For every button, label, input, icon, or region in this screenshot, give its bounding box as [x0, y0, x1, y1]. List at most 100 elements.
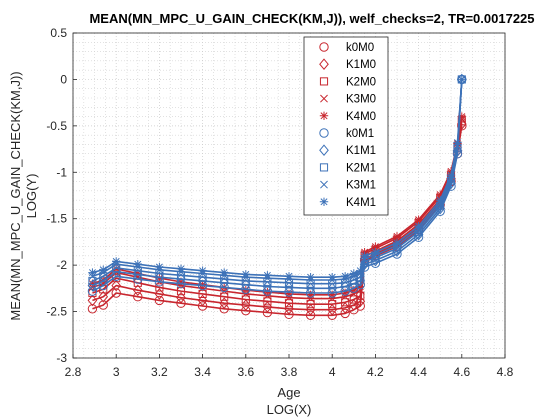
legend-item-K3M1: K3M1	[320, 180, 376, 192]
legend-label: K2M1	[346, 162, 376, 174]
legend-item-K3M0: K3M0	[320, 94, 376, 106]
data-point-K1M1	[305, 282, 316, 295]
data-point-k0M0	[340, 308, 350, 319]
legend-item-K4M0: K4M0	[319, 111, 376, 123]
data-point-k0M0	[305, 310, 316, 320]
data-point-k0M0	[219, 304, 229, 314]
data-point-K4M1	[99, 265, 108, 274]
data-point-K4M1	[453, 138, 462, 147]
y-axis-label-secondary: LOG(Y)	[24, 174, 39, 219]
data-point-k0M0	[327, 310, 337, 320]
x-tick-label: 3.8	[281, 365, 298, 379]
data-point-K1M1	[327, 282, 338, 295]
data-point-K4M0	[349, 286, 358, 295]
legend-box	[303, 36, 389, 216]
data-point-K4M1	[284, 272, 294, 281]
data-point-K4M1	[371, 247, 380, 257]
data-point-k0M1	[392, 249, 402, 259]
data-point-K4M1	[328, 273, 337, 282]
y-tick-label: 0.5	[50, 26, 67, 40]
data-point-k0M1	[370, 258, 381, 268]
data-point-K4M1	[220, 268, 229, 277]
legend-label: K1M0	[346, 59, 376, 71]
legend: k0M0 K1M0 K2M0 K3M0 K4M0 k0M1 K1M1 K2M1 K3M1 K4M1	[303, 36, 389, 216]
legend-item-K2M1: K2M1	[319, 162, 376, 174]
legend-marker-k0M0	[319, 42, 329, 52]
x-axis-ticks: 2.8 3 3.2 3.4 3.6 3.8 4 4.2 4.4 4.6 4.8	[65, 354, 514, 379]
data-point-K1M1	[87, 279, 98, 292]
chart-title: MEAN(MN_MPC_U_GAIN_CHECK(KM,J)), welf_ch…	[89, 11, 534, 26]
data-point-K4M1	[133, 260, 142, 269]
data-point-K4M1	[414, 221, 423, 231]
x-axis-label-secondary: LOG(X)	[267, 402, 312, 417]
y-axis-ticks: -3 -2.5 -2 -1.5 -1 -0.5 0 0.5	[46, 26, 77, 365]
plot-area	[72, 32, 506, 359]
data-point-K2M0	[356, 291, 365, 300]
data-point-K4M1	[457, 75, 466, 84]
legend-marker-K2M1	[319, 163, 329, 172]
data-point-k0M0	[154, 295, 165, 306]
y-tick-label: 0	[60, 72, 67, 86]
legend-marker-K3M0	[320, 94, 328, 103]
x-tick-label: 4	[329, 365, 336, 379]
data-point-K4M1	[112, 257, 121, 266]
legend-item-K4M1: K4M1	[319, 197, 376, 209]
data-point-K1M1	[262, 280, 273, 293]
data-point-K1M1	[240, 278, 251, 291]
data-point-K4M0	[414, 215, 423, 224]
data-point-K2M0	[306, 300, 315, 309]
data-point-K4M0	[436, 190, 445, 199]
data-point-K1M1	[219, 276, 230, 289]
data-point-K4M1	[446, 170, 456, 180]
data-point-K4M1	[155, 262, 164, 272]
data-point-K4M0	[328, 290, 337, 300]
data-point-k0M0	[133, 292, 143, 302]
data-point-k0M0	[241, 305, 251, 316]
data-point-K1M1	[359, 258, 370, 271]
data-point-K4M0	[306, 290, 315, 300]
x-tick-label: 3.4	[194, 365, 211, 379]
legend-marker-k0M1	[319, 128, 329, 138]
data-point-K1M0	[98, 290, 109, 303]
data-point-K1M0	[87, 294, 98, 307]
legend-label: K4M0	[346, 111, 376, 123]
data-point-K4M1	[263, 271, 272, 280]
data-point-k0M0	[197, 301, 208, 311]
legend-marker-K2M0	[319, 77, 329, 86]
data-point-K4M1	[241, 270, 250, 279]
data-point-K4M1	[349, 269, 358, 278]
data-point-K4M1	[198, 266, 207, 275]
data-point-K4M0	[176, 277, 186, 287]
data-point-K2M0	[198, 289, 207, 298]
x-tick-label: 3	[113, 365, 120, 379]
data-point-K4M1	[306, 273, 315, 282]
x-tick-label: 4.6	[453, 365, 470, 379]
data-point-K1M1	[98, 275, 109, 287]
data-point-K4M1	[392, 238, 402, 248]
x-tick-label: 2.8	[65, 365, 82, 379]
data-point-k0M0	[284, 309, 294, 320]
y-tick-label: -2.5	[46, 305, 67, 319]
y-tick-label: -3	[56, 351, 67, 365]
data-point-K4M0	[340, 288, 350, 298]
data-point-k0M0	[262, 307, 273, 318]
legend-label: k0M1	[346, 128, 374, 140]
data-point-K2M0	[341, 298, 350, 307]
x-axis-label: Age	[277, 385, 300, 400]
data-point-K1M0	[132, 284, 143, 297]
x-tick-label: 4.4	[410, 365, 427, 379]
legend-label: K3M1	[346, 180, 376, 192]
y-axis-label: MEAN(MN_MPC_U_GAIN_CHECK(KM,J))	[8, 71, 23, 320]
series-line-K3M1	[92, 79, 463, 281]
y-tick-label: -0.5	[46, 119, 67, 133]
x-tick-label: 3.6	[237, 365, 254, 379]
data-point-K2M0	[155, 283, 164, 292]
x-tick-label: 3.2	[151, 365, 168, 379]
legend-marker-K4M0	[319, 111, 329, 120]
data-point-K1M1	[413, 228, 424, 241]
legend-item-k0M1: k0M1	[319, 128, 374, 140]
data-point-K4M1	[360, 251, 369, 261]
y-tick-label: -1.5	[46, 212, 67, 226]
data-point-K4M0	[133, 269, 142, 278]
legend-label: K2M0	[346, 76, 376, 88]
